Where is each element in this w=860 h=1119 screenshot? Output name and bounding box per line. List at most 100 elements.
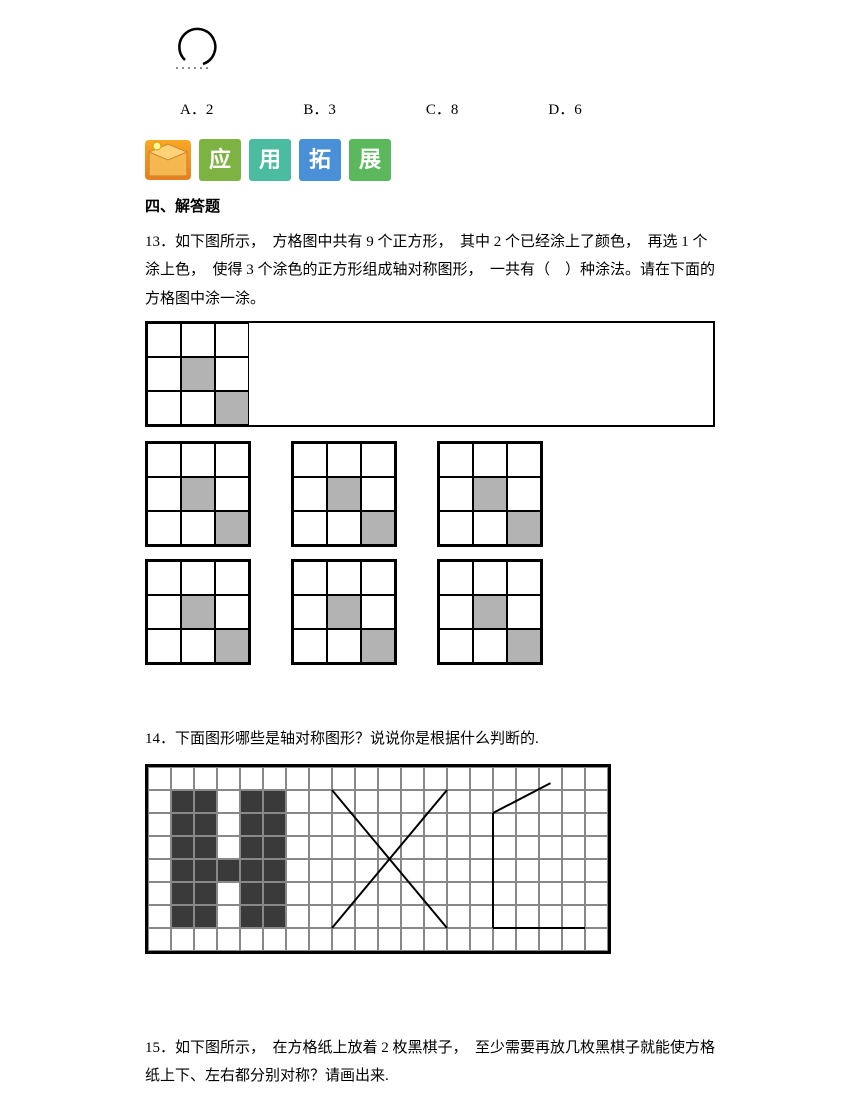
grid-cell	[327, 443, 361, 477]
grid-cell	[215, 357, 249, 391]
mc-options: A．2 B．3 C．8 D．6	[180, 96, 715, 125]
grid-cell	[361, 477, 395, 511]
big-cell	[378, 859, 401, 882]
big-cell	[470, 882, 493, 905]
big-cell	[447, 813, 470, 836]
big-cell	[539, 928, 562, 951]
grid-cell	[507, 629, 541, 663]
answer-grid-2	[291, 441, 397, 547]
big-cell	[194, 767, 217, 790]
big-cell	[447, 790, 470, 813]
big-cell	[355, 859, 378, 882]
option-d: D．6	[548, 96, 581, 125]
grid-cell	[439, 443, 473, 477]
big-cell	[194, 859, 217, 882]
answer-grid-4	[145, 559, 251, 665]
big-cell	[355, 882, 378, 905]
grid-cell	[327, 629, 361, 663]
big-cell	[240, 790, 263, 813]
big-cell	[332, 790, 355, 813]
big-cell	[286, 882, 309, 905]
big-cell	[539, 813, 562, 836]
big-cell	[309, 928, 332, 951]
big-cell	[378, 836, 401, 859]
big-cell	[217, 767, 240, 790]
big-cell	[585, 790, 608, 813]
big-cell	[493, 813, 516, 836]
grid-cell	[147, 629, 181, 663]
big-cell	[585, 928, 608, 951]
arc-icon	[165, 20, 235, 75]
big-cell	[332, 767, 355, 790]
big-cell	[585, 813, 608, 836]
big-cell	[332, 836, 355, 859]
big-cell	[309, 767, 332, 790]
big-cell	[286, 928, 309, 951]
grid-cell	[439, 629, 473, 663]
answer-grid-3	[437, 441, 543, 547]
answer-grid-5	[291, 559, 397, 665]
big-cell	[263, 859, 286, 882]
grid-cell	[327, 477, 361, 511]
grid-cell	[181, 561, 215, 595]
grid-cell	[439, 561, 473, 595]
big-cell	[378, 882, 401, 905]
big-cell	[516, 905, 539, 928]
big-cell	[562, 928, 585, 951]
big-cell	[424, 813, 447, 836]
big-cell	[148, 767, 171, 790]
grid-cell	[215, 595, 249, 629]
big-cell	[562, 790, 585, 813]
big-cell	[286, 905, 309, 928]
big-cell	[194, 790, 217, 813]
big-cell	[286, 813, 309, 836]
big-cell	[171, 767, 194, 790]
grid-cell	[507, 511, 541, 545]
big-cell	[470, 767, 493, 790]
big-cell	[309, 836, 332, 859]
banner-tile-1: 应	[199, 139, 241, 181]
big-cell	[217, 905, 240, 928]
big-cell	[263, 813, 286, 836]
grid-cell	[215, 391, 249, 425]
big-cell	[240, 859, 263, 882]
grid-cell	[293, 511, 327, 545]
big-cell	[562, 836, 585, 859]
big-cell	[240, 813, 263, 836]
big-cell	[401, 859, 424, 882]
big-cell	[171, 882, 194, 905]
big-cell	[194, 905, 217, 928]
grid-cell	[507, 595, 541, 629]
grid-cell	[327, 595, 361, 629]
section-banner: 应 用 拓 展	[145, 139, 715, 181]
big-cell	[447, 836, 470, 859]
big-cell	[148, 859, 171, 882]
big-cell	[516, 813, 539, 836]
big-cell	[240, 836, 263, 859]
big-cell	[309, 905, 332, 928]
big-cell	[148, 813, 171, 836]
grid-cell	[473, 443, 507, 477]
big-cell	[401, 928, 424, 951]
big-cell	[171, 859, 194, 882]
option-a: A．2	[180, 96, 213, 125]
big-cell	[378, 905, 401, 928]
grid-cell	[507, 443, 541, 477]
grid-cell	[215, 443, 249, 477]
big-cell	[286, 790, 309, 813]
grid-cell	[327, 511, 361, 545]
grid-cell	[507, 477, 541, 511]
big-cell	[194, 882, 217, 905]
big-cell	[401, 882, 424, 905]
grid-cell	[361, 561, 395, 595]
big-cell	[240, 928, 263, 951]
big-cell	[263, 836, 286, 859]
big-cell	[493, 928, 516, 951]
grid-cell	[147, 561, 181, 595]
grid-cell	[473, 629, 507, 663]
banner-tile-4: 展	[349, 139, 391, 181]
grid-cell	[473, 561, 507, 595]
grid-cell	[361, 595, 395, 629]
grid-cell	[147, 357, 181, 391]
big-cell	[424, 790, 447, 813]
